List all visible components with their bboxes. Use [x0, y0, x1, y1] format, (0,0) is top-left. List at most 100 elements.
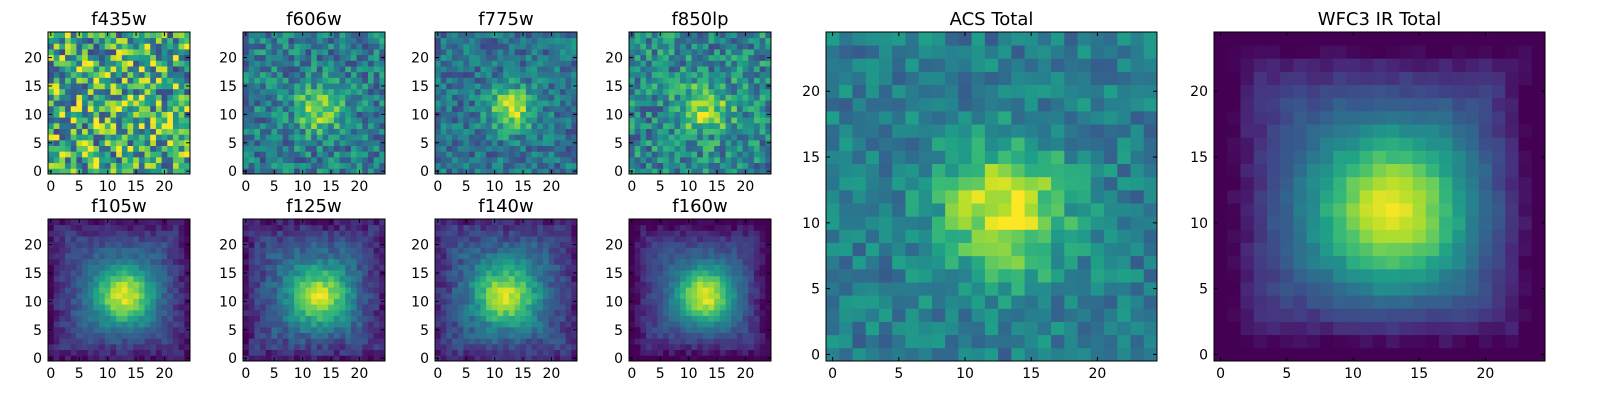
heatmap-cell [731, 43, 738, 50]
heatmap-cell [271, 270, 278, 277]
heatmap-cell [305, 32, 312, 39]
heatmap-cell [53, 270, 60, 277]
heatmap-cell [525, 326, 532, 333]
heatmap-cell [457, 326, 464, 333]
heatmap-cell [680, 270, 687, 277]
heatmap-cell [685, 162, 692, 169]
heatmap-cell [503, 292, 510, 299]
heatmap-cell [548, 338, 555, 345]
heatmap-cell [497, 111, 504, 118]
heatmap-cell [345, 94, 352, 101]
heatmap-cell [167, 292, 174, 299]
heatmap-cell [697, 66, 704, 73]
heatmap-cell [316, 94, 323, 101]
heatmap-cell [486, 270, 493, 277]
heatmap-cell [463, 37, 470, 44]
heatmap-cell [121, 60, 128, 67]
heatmap-cell [254, 236, 261, 243]
heatmap-cell [702, 43, 709, 50]
heatmap-cell [144, 264, 151, 271]
heatmap-cell [70, 338, 77, 345]
heatmap-cell [463, 111, 470, 118]
heatmap-cell [765, 128, 772, 135]
heatmap-cell [531, 315, 538, 322]
heatmap-cell [248, 100, 255, 107]
heatmap-cell [99, 219, 106, 226]
heatmap-cell [651, 309, 658, 316]
heatmap-cell [367, 332, 375, 339]
heatmap-cell [150, 105, 157, 112]
heatmap-cell [736, 134, 743, 141]
heatmap-cell [548, 224, 555, 231]
heatmap-cell [548, 128, 555, 135]
heatmap-cell [457, 298, 464, 305]
heatmap-cell [474, 83, 481, 90]
heatmap-cell [668, 151, 675, 158]
heatmap-cell [714, 94, 721, 101]
heatmap-cell [571, 43, 578, 50]
heatmap-cell [367, 298, 375, 305]
heatmap-cell [328, 241, 335, 248]
heatmap-cell [277, 54, 284, 61]
heatmap-cell [508, 83, 515, 90]
heatmap-cell [345, 343, 352, 351]
heatmap-cell [542, 309, 549, 316]
heatmap-cell [486, 264, 493, 271]
heatmap-cell [144, 145, 151, 152]
heatmap-cell [339, 37, 346, 44]
heatmap-cell [70, 66, 77, 73]
heatmap-cell [121, 326, 128, 333]
heatmap-cell [127, 94, 134, 101]
heatmap-cell [697, 326, 704, 333]
heatmap-cell [640, 49, 647, 56]
heatmap-cell [508, 332, 515, 339]
heatmap-cell [155, 32, 162, 39]
heatmap-cell [316, 326, 323, 333]
heatmap-cell [640, 162, 647, 169]
heatmap-cell [508, 355, 515, 362]
heatmap-cell [138, 264, 145, 271]
heatmap-cell [719, 37, 726, 44]
heatmap-cell [70, 236, 77, 243]
heatmap-cell [316, 343, 323, 351]
heatmap-cell [322, 304, 329, 311]
heatmap-cell [116, 230, 123, 237]
heatmap-cell [646, 332, 653, 339]
heatmap-cell [765, 349, 772, 356]
heatmap-cell [503, 355, 510, 362]
heatmap-cell [116, 105, 123, 112]
heatmap-cell [328, 43, 335, 50]
heatmap-cell [680, 298, 687, 305]
heatmap-cell [243, 151, 250, 158]
heatmap-cell [491, 253, 498, 260]
heatmap-cell [379, 332, 386, 339]
heatmap-cell [133, 281, 140, 288]
heatmap-cell [663, 134, 670, 141]
heatmap-cell [161, 151, 168, 158]
heatmap-cell [362, 309, 369, 316]
heatmap-cell [167, 122, 174, 129]
heatmap-cell [59, 128, 66, 135]
heatmap-cell [99, 315, 106, 322]
x-tick-label: 0 [627, 179, 636, 195]
heatmap-cell [748, 275, 755, 282]
heatmap-cell [373, 258, 380, 265]
heatmap-cell [708, 83, 715, 90]
heatmap-cell [748, 281, 755, 288]
heatmap-cell [480, 128, 487, 135]
heatmap-cell [277, 224, 284, 231]
heatmap-cell [65, 111, 72, 118]
heatmap-cell [144, 253, 151, 260]
heatmap-cell [691, 134, 698, 141]
heatmap-cell [99, 309, 106, 316]
heatmap-cell [531, 264, 538, 271]
heatmap-cell [48, 230, 55, 237]
heatmap-cell [525, 156, 532, 164]
heatmap-cell [155, 117, 162, 124]
heatmap-cell [542, 60, 549, 67]
heatmap-cell [491, 117, 498, 124]
heatmap-cell [271, 241, 278, 248]
heatmap-cell [271, 247, 278, 254]
heatmap-cell [305, 241, 312, 248]
heatmap-cell [657, 309, 664, 316]
